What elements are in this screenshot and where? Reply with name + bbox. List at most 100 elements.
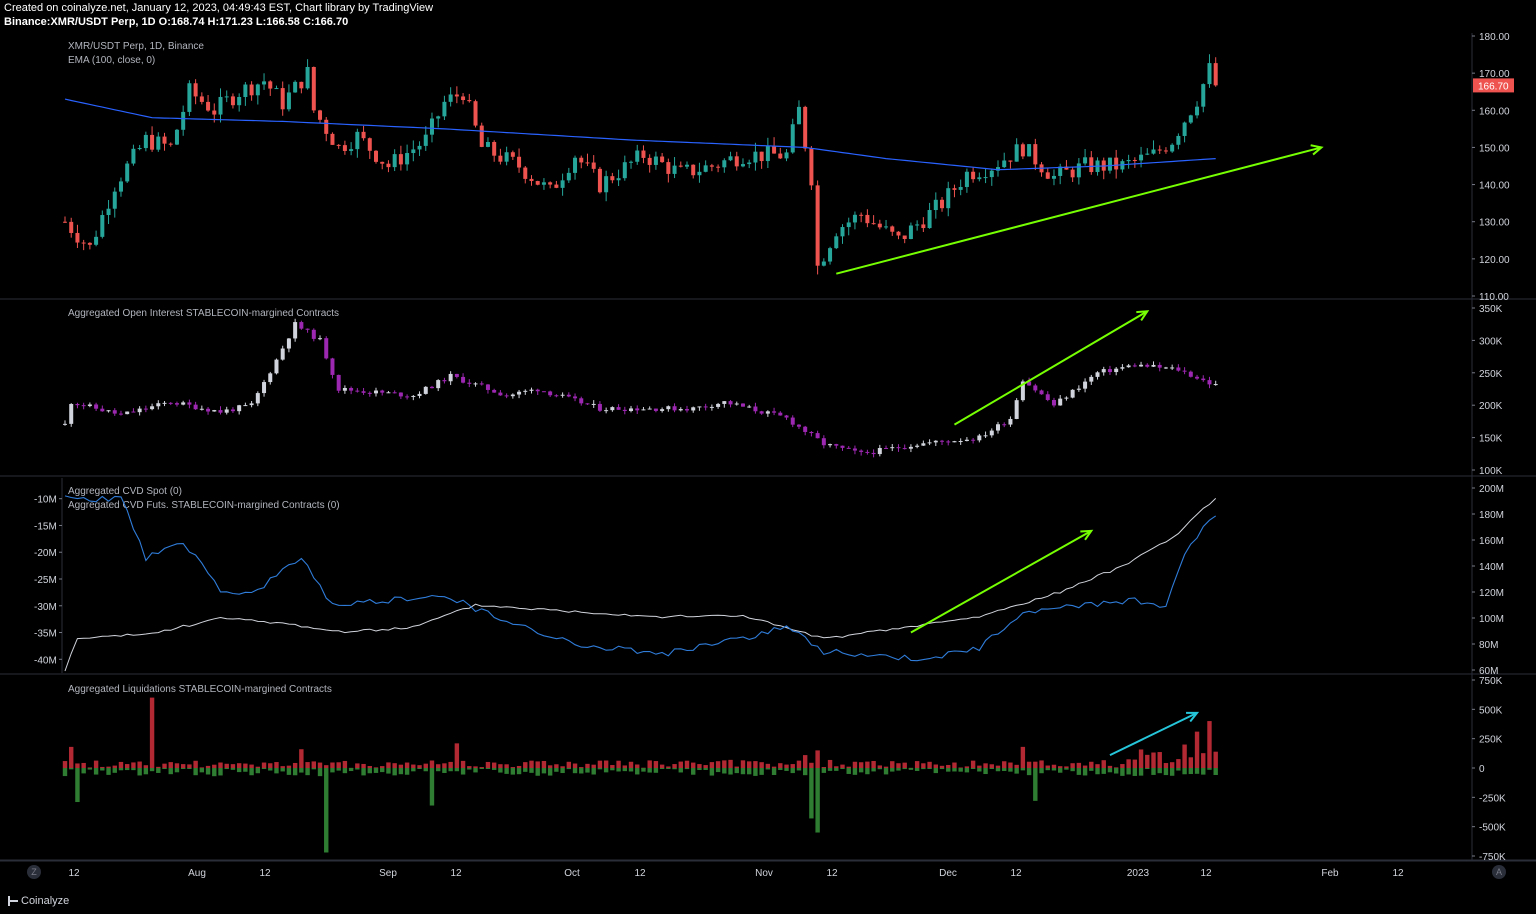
liquidation-short-bar: [728, 768, 733, 775]
cvd-left-axis-tick: -20M: [34, 548, 57, 559]
oi-candle: [106, 410, 111, 412]
liquidation-short-bar: [112, 768, 117, 773]
oi-axis-tick: 150K: [1479, 434, 1503, 445]
liquidation-long-bar: [778, 763, 783, 768]
liquidation-short-bar: [442, 768, 447, 773]
oi-candle: [840, 445, 845, 448]
oi-candle: [591, 403, 596, 405]
liquidation-long-bar: [118, 761, 124, 768]
liquidation-long-bar: [75, 763, 80, 768]
liquidation-short-bar: [106, 768, 111, 775]
price-candle: [908, 225, 913, 239]
liquidation-short-bar: [69, 768, 74, 770]
oi-candle: [286, 338, 291, 349]
liquidation-long-bar: [815, 750, 820, 768]
liq-axis-tick: 250K: [1479, 735, 1503, 746]
liquidation-long-bar: [784, 764, 789, 768]
liquidation-short-bar: [286, 768, 292, 775]
liquidation-short-bar: [914, 768, 920, 771]
liquidation-long-bar: [1176, 759, 1181, 768]
price-candle: [100, 215, 105, 237]
brand-logo[interactable]: Coinalyze: [8, 895, 69, 907]
oi-candle: [722, 401, 727, 404]
liquidation-short-bar: [180, 768, 186, 769]
liquidation-short-bar: [1014, 768, 1019, 774]
time-axis-label: 12: [68, 868, 80, 879]
time-axis-label: 12: [1392, 868, 1404, 879]
oi-candle: [1008, 418, 1013, 425]
liquidation-long-bar: [946, 764, 951, 768]
liquidation-short-bar: [541, 768, 547, 774]
oi-candle: [336, 374, 341, 391]
price-candle: [641, 150, 646, 158]
liquidation-long-bar: [274, 762, 279, 768]
oi-candle: [772, 411, 777, 413]
liquidation-long-bar: [759, 762, 764, 768]
price-candle: [174, 129, 179, 145]
oi-candle: [349, 388, 354, 391]
auto-scale-button[interactable]: A: [1492, 865, 1506, 879]
liquidation-short-bar: [460, 768, 466, 775]
liquidation-short-bar: [100, 768, 105, 771]
liquidation-short-bar: [883, 768, 889, 775]
liquidation-short-bar: [436, 768, 441, 772]
liquidation-long-bar: [846, 766, 851, 768]
oi-candle: [330, 358, 335, 375]
liquidation-long-bar: [747, 761, 752, 768]
liquidation-long-bar: [205, 765, 211, 768]
oi-candle: [1195, 376, 1200, 379]
oi-candle: [181, 402, 186, 405]
liquidation-short-bar: [324, 768, 329, 853]
oi-candle: [299, 322, 304, 329]
zoom-reset-button[interactable]: Z: [27, 865, 41, 879]
price-candle: [280, 88, 285, 110]
liquidation-long-bar: [1201, 753, 1206, 768]
liquidation-long-bar: [616, 760, 621, 768]
liquidation-short-bar: [715, 768, 721, 773]
price-candle: [87, 242, 92, 245]
liquidation-short-bar: [1188, 768, 1194, 775]
cvd-right-axis-tick: 120M: [1479, 588, 1504, 599]
price-candle: [112, 191, 117, 209]
chart-canvas[interactable]: XMR/USDT Perp, 1D, Binance EMA (100, clos…: [0, 0, 1536, 887]
oi-candle: [1139, 364, 1144, 367]
oi-candle: [1151, 364, 1156, 367]
oi-candle: [902, 448, 907, 450]
oi-candle: [361, 391, 366, 393]
cvd-left-axis-tick: -35M: [34, 629, 57, 640]
liquidation-long-bar: [149, 697, 155, 768]
oi-candle: [1126, 365, 1131, 368]
price-candle: [753, 151, 758, 163]
oi-candle: [977, 435, 982, 441]
liquidation-short-bar: [554, 768, 559, 772]
liquidation-long-bar: [243, 763, 248, 768]
oi-candle: [560, 394, 565, 396]
oi-candle: [529, 389, 534, 391]
liquidation-long-bar: [467, 766, 472, 768]
liquidation-short-bar: [193, 768, 198, 776]
price-candle: [597, 168, 602, 193]
price-candle: [1107, 157, 1112, 171]
price-candle: [473, 101, 478, 126]
oi-candle: [280, 348, 285, 360]
oi-candle: [454, 373, 459, 377]
liquidation-long-bar: [1095, 764, 1100, 768]
liquidation-short-bar: [212, 768, 217, 777]
liquidation-long-bar: [510, 767, 516, 769]
liquidation-long-bar: [865, 761, 870, 768]
oi-candle: [429, 386, 434, 389]
oi-candle: [685, 409, 689, 411]
liquidation-short-bar: [174, 768, 180, 773]
liquidation-short-bar: [734, 768, 739, 774]
price-candle: [772, 145, 777, 154]
liquidation-long-bar: [1126, 759, 1131, 768]
liquidation-long-bar: [883, 766, 889, 768]
price-candle: [156, 136, 161, 150]
liquidation-long-bar: [504, 764, 509, 768]
price-candle: [1008, 160, 1013, 162]
liquidation-long-bar: [796, 760, 802, 768]
time-axis-label: Feb: [1321, 868, 1339, 879]
oi-candle: [1170, 367, 1175, 369]
liquidation-short-bar: [261, 768, 267, 769]
price-candle: [1213, 63, 1218, 86]
